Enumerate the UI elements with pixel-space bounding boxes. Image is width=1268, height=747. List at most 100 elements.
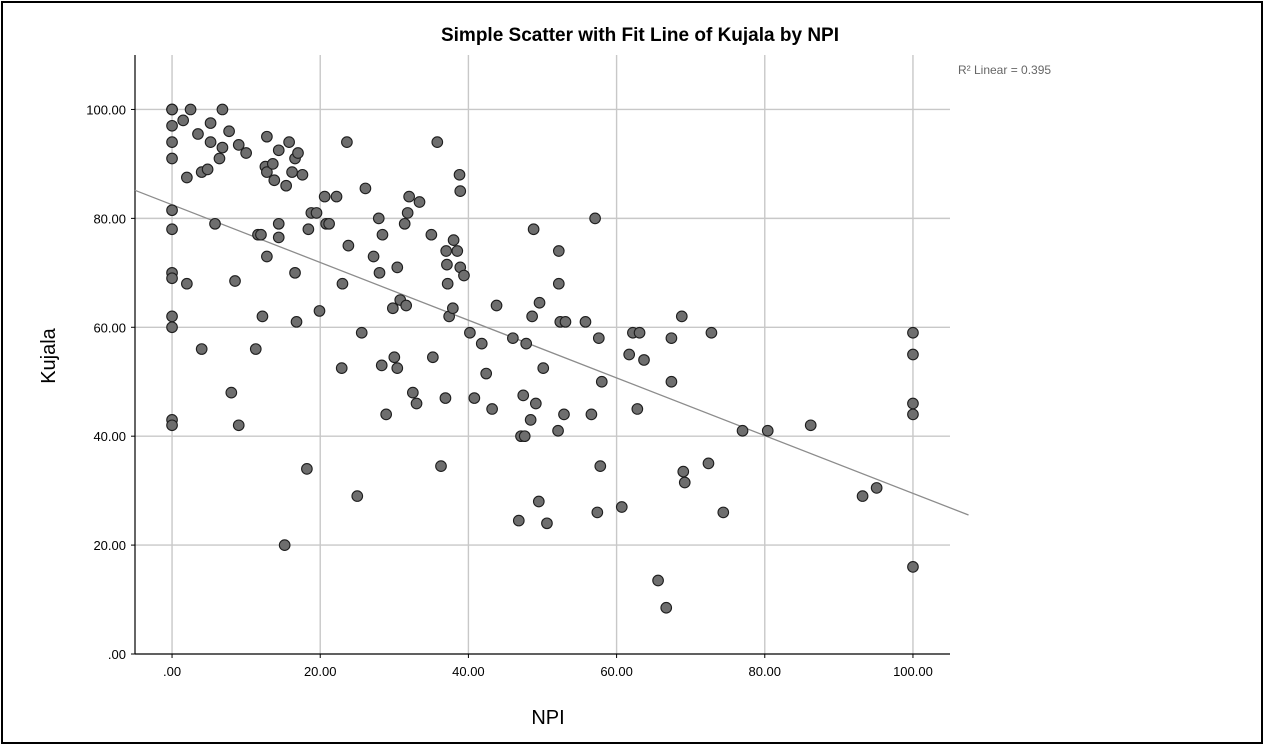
scatter-point (261, 250, 273, 263)
scatter-point (804, 419, 817, 432)
scatter-point (558, 408, 570, 421)
scatter-point (907, 408, 919, 421)
y-tick-label: 80.00 (93, 211, 126, 226)
x-tick-labels: .00 20.00 40.00 60.00 80.00 100.00 (163, 664, 933, 679)
scatter-point (355, 326, 368, 339)
scatter-point (398, 217, 411, 230)
scatter-point (184, 103, 197, 116)
scatter-point (592, 332, 605, 345)
scatter-point (209, 217, 221, 230)
scatter-point (441, 258, 453, 271)
scatter-point (290, 315, 303, 328)
scatter-point (413, 196, 426, 208)
scatter-point (166, 223, 178, 236)
scatter-point (302, 223, 315, 236)
scatter-point (375, 359, 388, 372)
scatter-point (330, 190, 343, 203)
scatter-point (192, 128, 204, 140)
scatter-point (678, 476, 691, 489)
scatter-point (232, 139, 245, 151)
scatter-point (367, 250, 380, 263)
scatter-point (552, 245, 565, 257)
scatter-point (278, 539, 291, 551)
scatter-point (166, 204, 178, 217)
scatter-point (533, 296, 546, 309)
scatter-point (486, 403, 498, 415)
chart-title: Simple Scatter with Fit Line of Kujala b… (441, 25, 839, 46)
scatter-point (359, 182, 372, 195)
scatter-point (454, 185, 467, 197)
scatter-point (391, 261, 404, 274)
scatter-point (517, 389, 530, 402)
x-tick-label: .00 (163, 664, 181, 679)
scatter-point (318, 190, 331, 203)
scatter-point (336, 277, 349, 290)
scatter-point (856, 490, 869, 502)
scatter-point (594, 460, 607, 472)
scatter-point (223, 125, 235, 138)
scatter-point (585, 408, 598, 421)
scatter-point (280, 179, 292, 192)
scatter-point (537, 362, 550, 374)
scatter-point (204, 136, 217, 148)
x-tick-label: 100.00 (893, 664, 933, 679)
scatter-point (518, 430, 531, 443)
scatter-point (225, 386, 238, 399)
scatter-point (717, 506, 730, 519)
scatter-point (475, 337, 488, 350)
y-tick-labels: .00 20.00 40.00 60.00 80.00 100.00 (86, 102, 126, 662)
scatter-point (166, 119, 178, 132)
y-tick-label: 20.00 (93, 538, 126, 553)
scatter-point (907, 561, 919, 573)
scatter-point (529, 397, 542, 410)
scatter-point (166, 321, 178, 334)
scatter-point (435, 460, 447, 472)
scatter-point (373, 266, 386, 279)
scatter-point (181, 171, 193, 184)
scatter-point (229, 275, 241, 287)
scatter-point (638, 354, 650, 366)
fit-line (134, 189, 969, 516)
scatter-point (615, 501, 628, 513)
scatter-point (541, 517, 553, 530)
x-tick-label: 60.00 (600, 664, 633, 679)
y-tick-label: 40.00 (93, 429, 126, 444)
scatter-point (296, 168, 309, 181)
scatter-point (524, 413, 537, 426)
scatter-point (447, 302, 459, 315)
scatter-point (761, 424, 774, 437)
scatter-point (451, 245, 464, 257)
scatter-point (401, 207, 414, 219)
grid (135, 55, 950, 654)
scatter-point (261, 166, 273, 178)
scatter-point (256, 310, 269, 323)
scatter-point (453, 168, 466, 181)
scatter-point (907, 397, 919, 410)
x-tick-label: 40.00 (452, 664, 485, 679)
scatter-point (512, 514, 525, 527)
scatter-point (559, 315, 572, 328)
scatter-point (166, 136, 178, 148)
scatter-point (166, 272, 178, 285)
scatter-point (652, 574, 664, 587)
scatter-point (665, 375, 678, 388)
scatter-point (272, 144, 285, 157)
scatter-point (342, 239, 355, 252)
scatter-point (335, 362, 348, 374)
scatter-point (507, 332, 519, 345)
scatter-point (675, 310, 688, 323)
scatter-point (351, 490, 364, 502)
y-tick-label: .00 (108, 647, 126, 662)
scatter-point (249, 343, 262, 355)
y-tick-label: 100.00 (86, 102, 126, 117)
scatter-point (166, 310, 178, 323)
scatter-point (907, 326, 919, 339)
scatter-point (213, 152, 226, 165)
scatter-point (702, 457, 715, 470)
scatter-point (439, 392, 452, 404)
scatter-point (520, 337, 533, 350)
scatter-point (589, 212, 601, 225)
scatter-point (677, 465, 690, 478)
scatter-point (313, 305, 326, 317)
scatter-point (380, 408, 393, 421)
